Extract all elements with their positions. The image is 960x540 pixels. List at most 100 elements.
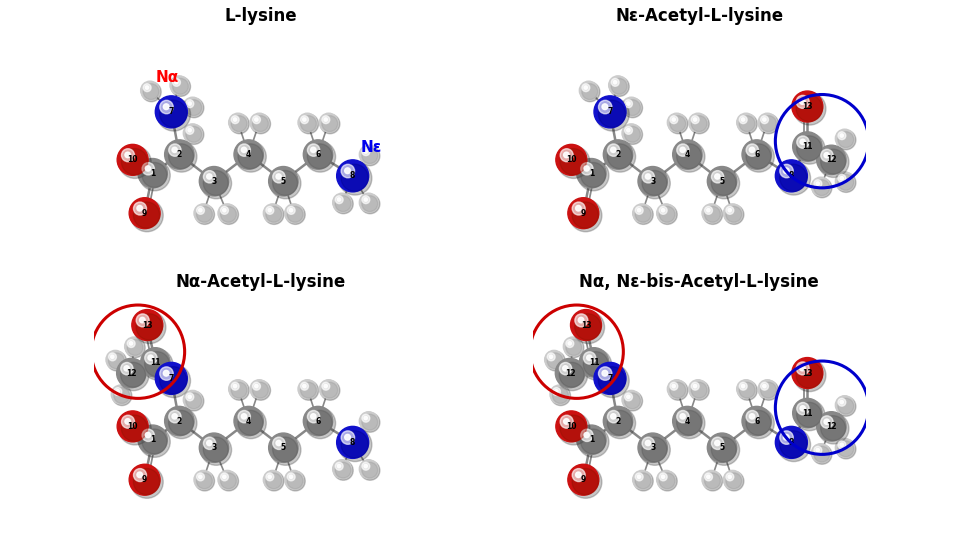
Ellipse shape xyxy=(760,382,768,390)
Ellipse shape xyxy=(335,462,351,478)
Ellipse shape xyxy=(116,359,146,388)
Ellipse shape xyxy=(818,147,849,178)
Ellipse shape xyxy=(136,314,162,340)
Ellipse shape xyxy=(578,160,609,191)
Ellipse shape xyxy=(625,393,640,409)
Ellipse shape xyxy=(303,407,333,436)
Ellipse shape xyxy=(703,205,723,225)
Ellipse shape xyxy=(670,116,678,124)
Ellipse shape xyxy=(186,126,194,134)
Ellipse shape xyxy=(156,362,187,394)
Ellipse shape xyxy=(137,205,142,211)
Ellipse shape xyxy=(163,370,169,376)
Ellipse shape xyxy=(739,116,747,124)
Ellipse shape xyxy=(575,314,601,340)
Ellipse shape xyxy=(133,311,166,343)
Ellipse shape xyxy=(184,98,204,118)
Ellipse shape xyxy=(362,462,370,470)
Text: 3: 3 xyxy=(650,443,656,452)
Ellipse shape xyxy=(743,408,775,438)
Ellipse shape xyxy=(677,410,702,435)
Ellipse shape xyxy=(602,370,608,376)
Ellipse shape xyxy=(563,366,568,371)
Ellipse shape xyxy=(133,469,147,482)
Ellipse shape xyxy=(811,444,830,462)
Ellipse shape xyxy=(553,388,561,395)
Ellipse shape xyxy=(333,193,351,212)
Ellipse shape xyxy=(238,410,263,435)
Ellipse shape xyxy=(337,427,369,458)
Ellipse shape xyxy=(707,208,710,212)
Ellipse shape xyxy=(252,116,260,124)
Ellipse shape xyxy=(797,402,809,415)
Text: 11: 11 xyxy=(588,358,599,367)
Ellipse shape xyxy=(746,410,771,435)
Ellipse shape xyxy=(251,114,271,134)
Title: Nα, Nε-bis-Acetyl-L-lysine: Nα, Nε-bis-Acetyl-L-lysine xyxy=(580,273,819,292)
Ellipse shape xyxy=(636,473,651,489)
Ellipse shape xyxy=(337,160,369,192)
Ellipse shape xyxy=(547,353,564,369)
Ellipse shape xyxy=(138,159,167,188)
Ellipse shape xyxy=(159,367,187,394)
Ellipse shape xyxy=(139,318,145,323)
Ellipse shape xyxy=(200,166,228,196)
Ellipse shape xyxy=(231,116,239,124)
Ellipse shape xyxy=(264,471,284,491)
Ellipse shape xyxy=(156,96,187,128)
Ellipse shape xyxy=(726,206,742,222)
Ellipse shape xyxy=(235,141,266,172)
Ellipse shape xyxy=(186,126,202,142)
Ellipse shape xyxy=(163,104,169,110)
Ellipse shape xyxy=(254,384,258,388)
Ellipse shape xyxy=(231,116,247,132)
Ellipse shape xyxy=(302,384,306,388)
Ellipse shape xyxy=(285,204,303,222)
Ellipse shape xyxy=(254,118,258,121)
Ellipse shape xyxy=(307,144,320,156)
Ellipse shape xyxy=(658,471,677,491)
Ellipse shape xyxy=(233,384,237,388)
Ellipse shape xyxy=(797,402,822,427)
Ellipse shape xyxy=(362,195,377,212)
Ellipse shape xyxy=(838,174,846,183)
Text: 5: 5 xyxy=(719,177,725,186)
Ellipse shape xyxy=(359,193,378,212)
Ellipse shape xyxy=(289,475,293,478)
Ellipse shape xyxy=(362,462,377,478)
Ellipse shape xyxy=(724,471,744,491)
Ellipse shape xyxy=(337,464,341,468)
Ellipse shape xyxy=(705,206,712,214)
Ellipse shape xyxy=(711,171,736,195)
Ellipse shape xyxy=(335,196,343,204)
Ellipse shape xyxy=(362,196,370,204)
Ellipse shape xyxy=(204,437,216,449)
Text: 6: 6 xyxy=(316,416,321,426)
Ellipse shape xyxy=(705,473,712,481)
Ellipse shape xyxy=(673,140,702,169)
Ellipse shape xyxy=(736,380,756,399)
Ellipse shape xyxy=(159,100,173,114)
Ellipse shape xyxy=(605,408,636,438)
Ellipse shape xyxy=(568,198,599,228)
Ellipse shape xyxy=(608,144,633,168)
Text: 2: 2 xyxy=(177,416,182,426)
Text: 1: 1 xyxy=(588,435,594,444)
Ellipse shape xyxy=(201,168,231,199)
Ellipse shape xyxy=(835,438,854,457)
Ellipse shape xyxy=(793,92,826,125)
Ellipse shape xyxy=(121,148,148,175)
Text: 2: 2 xyxy=(615,416,620,426)
Ellipse shape xyxy=(691,116,708,132)
Ellipse shape xyxy=(335,195,351,212)
Text: 7: 7 xyxy=(169,107,174,116)
Ellipse shape xyxy=(199,208,202,212)
Ellipse shape xyxy=(359,145,378,164)
Ellipse shape xyxy=(564,418,569,424)
Ellipse shape xyxy=(623,392,642,411)
Ellipse shape xyxy=(623,125,642,144)
Ellipse shape xyxy=(657,204,675,222)
Ellipse shape xyxy=(603,140,633,169)
Ellipse shape xyxy=(302,118,306,121)
Text: 13: 13 xyxy=(803,368,812,377)
